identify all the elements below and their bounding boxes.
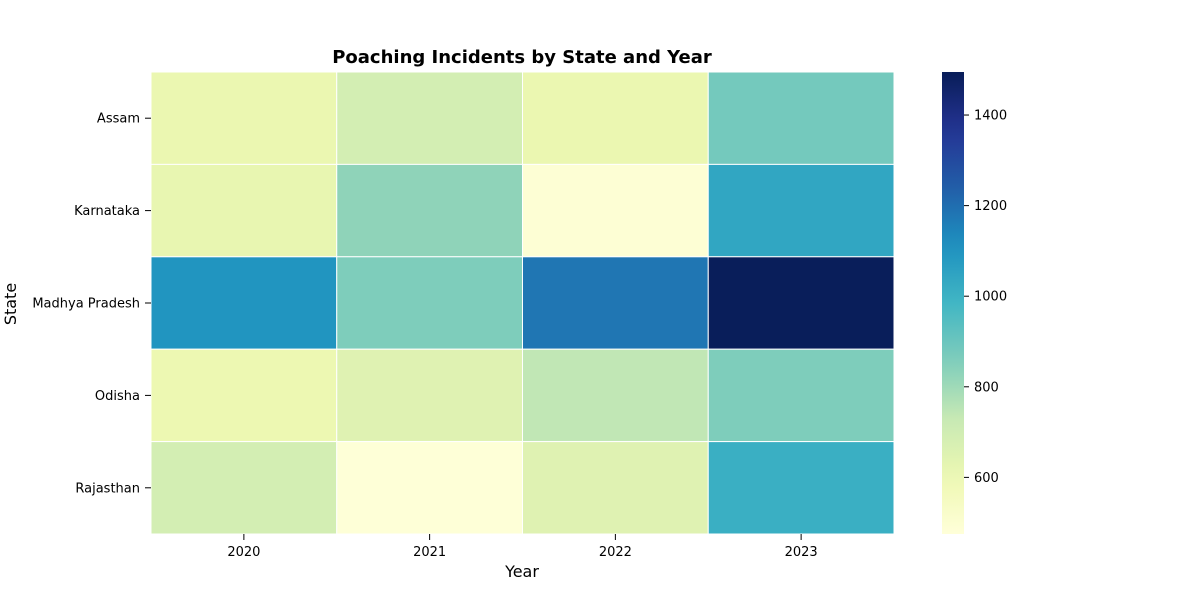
y-tick-label: Rajasthan bbox=[75, 481, 140, 496]
y-tick-label: Madhya Pradesh bbox=[32, 297, 140, 312]
y-tick-label: Karnataka bbox=[74, 204, 140, 219]
heatmap-cell bbox=[707, 163, 895, 258]
colorbar-ticks: 600 800 1000 1200 1400 bbox=[964, 109, 1007, 486]
colorbar-tick-label: 600 bbox=[974, 471, 999, 486]
colorbar-tick-label: 1400 bbox=[974, 109, 1007, 124]
x-tick-label: 2023 bbox=[785, 545, 818, 560]
heatmap-cell bbox=[150, 256, 338, 350]
heatmap-cell bbox=[150, 71, 338, 165]
x-tick-label: 2022 bbox=[599, 545, 632, 560]
heatmap-cell bbox=[522, 348, 709, 443]
x-tick-label: 2021 bbox=[413, 545, 446, 560]
heatmap-cell bbox=[150, 348, 338, 443]
heatmap-cell bbox=[707, 71, 895, 165]
heatmap-cell bbox=[707, 348, 895, 443]
heatmap-cells bbox=[150, 71, 895, 535]
heatmap-cell bbox=[707, 441, 895, 535]
heatmap-cell bbox=[522, 441, 709, 535]
heatmap-cell bbox=[336, 71, 523, 165]
y-tick-label: Assam bbox=[97, 112, 140, 127]
x-axis-ticks: 2020 2021 2022 2023 bbox=[227, 534, 818, 560]
colorbar-tick-label: 800 bbox=[974, 380, 999, 395]
heatmap-cell bbox=[336, 348, 523, 443]
y-tick-label: Odisha bbox=[95, 389, 140, 404]
heatmap-cell bbox=[336, 441, 523, 535]
heatmap-cell bbox=[336, 256, 523, 350]
heatmap-cell bbox=[522, 256, 709, 350]
colorbar-gradient bbox=[942, 72, 964, 534]
heatmap-cell bbox=[522, 163, 709, 258]
chart-title: Poaching Incidents by State and Year bbox=[332, 47, 712, 68]
y-axis-label: State bbox=[1, 283, 20, 325]
heatmap-cell bbox=[150, 163, 338, 258]
colorbar-tick-label: 1200 bbox=[974, 199, 1007, 214]
heatmap-cell bbox=[707, 256, 895, 350]
heatmap-cell bbox=[336, 163, 523, 258]
colorbar-tick-label: 1000 bbox=[974, 290, 1007, 305]
heatmap-cell bbox=[522, 71, 709, 165]
colorbar: 600 800 1000 1200 1400 bbox=[942, 72, 1007, 534]
y-axis-ticks: Assam Karnataka Madhya Pradesh Odisha Rajast… bbox=[32, 112, 151, 496]
heatmap-cell bbox=[150, 441, 338, 535]
x-axis-label: Year bbox=[504, 562, 539, 581]
x-tick-label: 2020 bbox=[227, 545, 260, 560]
